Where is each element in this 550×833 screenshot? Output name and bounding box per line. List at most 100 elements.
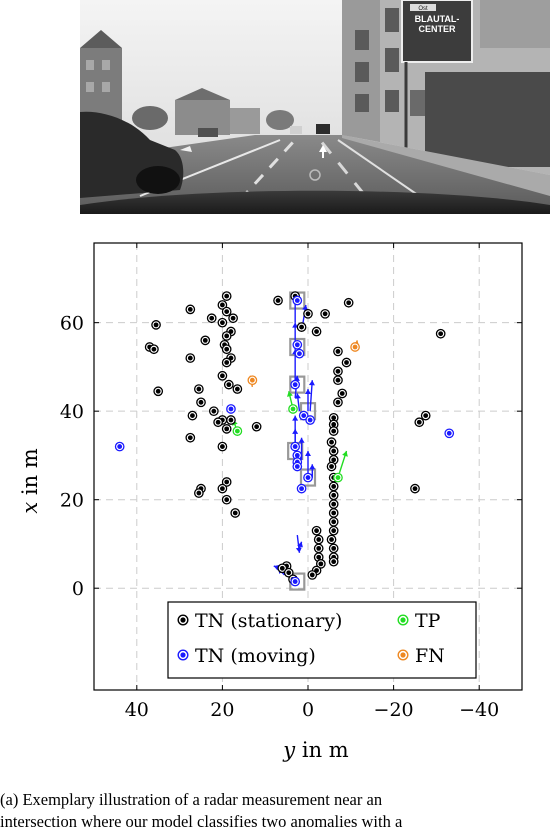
stationary-point (313, 534, 324, 545)
moving-point (290, 576, 301, 587)
stationary-point-dot (331, 457, 337, 463)
y-tick-label: 0 (72, 578, 84, 600)
stationary-point-dot (275, 298, 281, 303)
moving-arrow-head (305, 389, 311, 395)
x-tick-label: 20 (210, 699, 234, 721)
stationary-point-dot (196, 386, 202, 392)
moving-point-dot (305, 475, 311, 480)
stationary-point-dot (279, 565, 285, 571)
stationary-point-dot (316, 537, 322, 542)
stationary-point (333, 366, 343, 377)
moving-arrow-head (292, 415, 299, 421)
stationary-point-dot (335, 368, 341, 374)
stationary-point (151, 320, 161, 330)
stationary-point-dot (438, 331, 444, 337)
moving-point-dot (294, 464, 300, 469)
stationary-point (283, 567, 294, 578)
stationary-point (251, 421, 262, 432)
y-axis-label: x in m (18, 448, 42, 513)
moving-point-dot (299, 486, 304, 492)
moving-point-dot (292, 382, 298, 388)
stationary-point (326, 461, 337, 472)
stationary-point (153, 386, 164, 397)
stationary-point-dot (254, 424, 260, 430)
moving-arrow-head (302, 304, 309, 311)
stationary-point (320, 308, 330, 319)
stationary-point (226, 415, 236, 425)
stationary-point-dot (318, 561, 324, 567)
moving-arrow-head (295, 547, 302, 553)
moving-point (292, 339, 303, 350)
stationary-point-dot (331, 528, 337, 534)
stationary-point (333, 397, 343, 408)
stationary-point (221, 494, 232, 505)
moving-point (292, 295, 303, 306)
legend-item-moving: TN (moving) (177, 645, 316, 667)
tp-point-dot (290, 406, 296, 412)
stationary-point (311, 525, 322, 536)
moving-arrow-head (292, 322, 299, 328)
radar-scatter-plot: 40 20 0 −20 −40 0 20 40 60 TN (stationary) TN (m… (18, 242, 523, 762)
stationary-point-dot (286, 570, 292, 576)
stationary-point (410, 483, 420, 494)
legend-item-fn: FN (397, 645, 445, 667)
stationary-point (333, 346, 343, 357)
moving-point (290, 379, 301, 390)
stationary-point-dot (209, 315, 215, 321)
stationary-point (326, 534, 337, 545)
moving-point-dot (117, 444, 123, 449)
stationary-point (223, 379, 234, 390)
moving-point-dot (294, 342, 300, 348)
sign-text-line2: CENTER (418, 24, 456, 34)
stationary-point (217, 300, 228, 310)
moving-point-dot (294, 298, 300, 303)
stationary-point (217, 317, 228, 328)
moving-point-dot (294, 453, 300, 458)
stationary-point-dot (187, 355, 193, 361)
stationary-point (328, 525, 339, 536)
moving-arrow-head (305, 451, 311, 457)
stationary-point-dot (423, 413, 429, 419)
stationary-point-dot (220, 486, 225, 492)
stationary-point-dot (331, 501, 337, 507)
stationary-point-dot (331, 428, 337, 434)
stationary-point-dot (187, 435, 193, 441)
stationary-point (337, 388, 348, 399)
tp-point (288, 404, 298, 414)
stationary-point (221, 357, 232, 368)
stationary-point (221, 424, 232, 434)
stationary-point-dot (211, 408, 217, 414)
legend-marker-tp-dot (400, 617, 406, 623)
stationary-point (228, 313, 238, 324)
stationary-point-dot (331, 545, 337, 551)
stationary-point-dot (232, 510, 238, 516)
fn-point (247, 375, 258, 386)
stationary-point (326, 437, 337, 448)
legend-box (167, 601, 477, 679)
moving-point-dot (292, 444, 298, 449)
stationary-point-dot (316, 554, 322, 560)
x-tick-label: 40 (125, 699, 149, 721)
y-axis-label-var: x (18, 502, 42, 514)
stationary-point-dot (196, 490, 202, 496)
stationary-point (311, 326, 322, 337)
stationary-point-dot (228, 417, 234, 423)
stationary-point (333, 375, 343, 386)
moving-arrow-head (293, 375, 300, 382)
y-tick-label: 40 (60, 401, 84, 423)
stationary-point-dot (329, 439, 334, 445)
moving-point (305, 415, 315, 425)
stationary-point-dot (314, 329, 319, 334)
fn-point-dot (352, 344, 358, 350)
stationary-point-dot (224, 497, 230, 503)
stationary-point-dot (314, 528, 319, 534)
moving-point (303, 472, 313, 483)
moving-point (292, 461, 303, 472)
caption-line-1: (a) Exemplary illustration of a radar me… (0, 790, 383, 809)
stationary-point (414, 417, 425, 428)
legend: TN (stationary) TN (moving) TP FN (167, 601, 477, 679)
legend-label-fn: FN (415, 645, 445, 667)
figure-caption: (a) Exemplary illustration of a radar me… (0, 789, 550, 833)
stationary-point-dot (220, 444, 225, 449)
stationary-point-dot (331, 492, 337, 498)
